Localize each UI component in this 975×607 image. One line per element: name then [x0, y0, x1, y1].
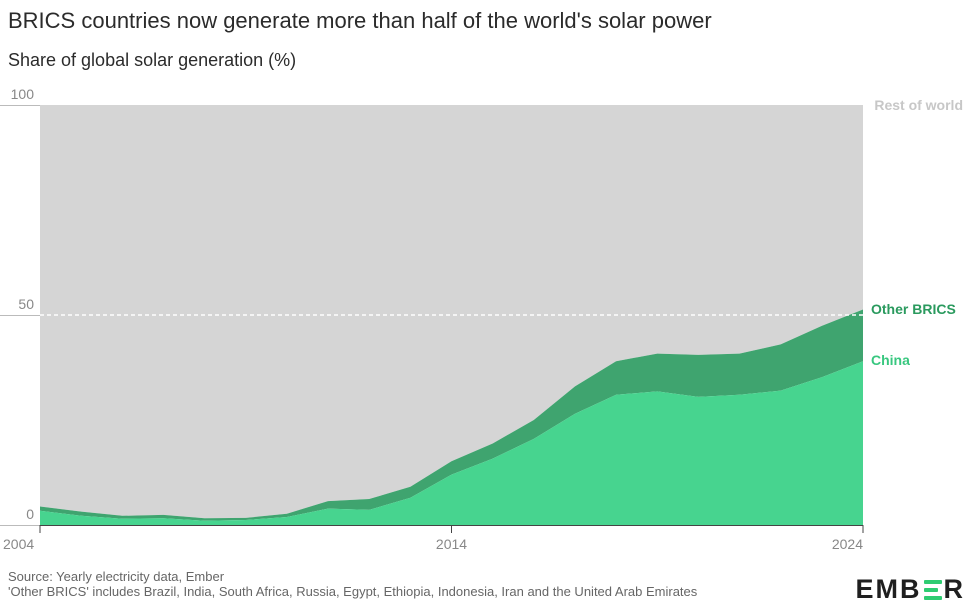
series-labels: Rest of world Other BRICS China [871, 97, 963, 368]
chart-subtitle: Share of global solar generation (%) [8, 50, 297, 70]
label-rest-of-world: Rest of world [874, 97, 963, 113]
logo-e-mark [923, 579, 942, 601]
y-tick-label: 0 [26, 506, 34, 522]
y-tick-label: 100 [11, 86, 35, 102]
label-china: China [871, 352, 910, 368]
x-tick-label: 2004 [3, 536, 34, 552]
ember-logo: EMB R [856, 574, 966, 605]
area-layers [40, 105, 863, 525]
source-note: Source: Yearly electricity data, Ember [8, 569, 225, 584]
area-other-brics [40, 309, 863, 521]
logo-text-end: R [943, 574, 965, 604]
chart-title: BRICS countries now generate more than h… [8, 8, 712, 33]
area-rest-of-world [40, 105, 863, 519]
x-tick-label: 2014 [436, 536, 467, 552]
label-other-brics: Other BRICS [871, 301, 956, 317]
logo-text-start: EMB [855, 574, 922, 604]
x-tick-label: 2024 [832, 536, 863, 552]
area-china [40, 361, 863, 525]
other-brics-note: 'Other BRICS' includes Brazil, India, So… [8, 584, 698, 599]
y-tick-label: 50 [18, 296, 34, 312]
axis-ticks: 0 50 100 2004 2014 2024 [0, 86, 864, 552]
